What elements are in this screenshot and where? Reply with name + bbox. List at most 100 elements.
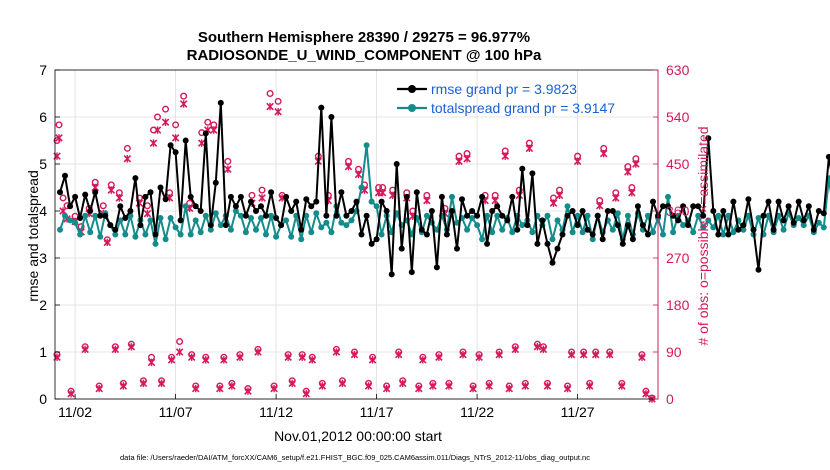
series-point bbox=[217, 99, 224, 106]
series-point bbox=[690, 203, 697, 210]
series-point bbox=[710, 224, 717, 231]
series-point bbox=[343, 212, 350, 219]
series-point bbox=[318, 224, 325, 231]
series-point bbox=[705, 135, 712, 142]
series-point bbox=[192, 217, 199, 224]
series-point bbox=[589, 236, 596, 243]
series-point bbox=[142, 193, 149, 200]
x-axis-label: Nov.01,2012 00:00:00 start bbox=[274, 428, 442, 444]
series-point bbox=[730, 229, 737, 236]
obs-possible-marker bbox=[149, 126, 157, 134]
series-point bbox=[599, 236, 606, 243]
obs-possible-marker bbox=[270, 382, 278, 390]
series-point bbox=[378, 231, 385, 238]
series-point bbox=[308, 203, 315, 210]
obs-possible-marker bbox=[441, 204, 449, 212]
series-point bbox=[323, 212, 330, 219]
series-point bbox=[795, 198, 802, 205]
series-point bbox=[484, 240, 491, 247]
series-point bbox=[333, 212, 340, 219]
series-point bbox=[288, 233, 295, 240]
series-point bbox=[695, 203, 702, 210]
series-point bbox=[137, 222, 144, 229]
series-point bbox=[740, 226, 747, 233]
series-point bbox=[97, 212, 104, 219]
series-point bbox=[650, 198, 656, 205]
series-point bbox=[207, 226, 214, 233]
series-point bbox=[644, 212, 651, 219]
series-point bbox=[685, 222, 692, 229]
series-point bbox=[494, 212, 501, 219]
series-point bbox=[112, 226, 119, 233]
obs-possible-marker bbox=[95, 382, 103, 390]
series-point bbox=[755, 215, 762, 221]
series-point bbox=[172, 149, 179, 156]
series-point bbox=[57, 189, 63, 196]
obs-possible-marker bbox=[176, 338, 184, 346]
obs-possible-marker bbox=[600, 144, 608, 152]
series-point bbox=[142, 231, 149, 238]
y-tick-label-right: 0 bbox=[666, 391, 674, 407]
series-point bbox=[459, 196, 465, 203]
series-point bbox=[670, 212, 677, 219]
obs-possible-marker bbox=[192, 382, 200, 390]
series-point bbox=[87, 229, 94, 236]
obs-possible-marker bbox=[415, 382, 423, 390]
series-point bbox=[283, 193, 290, 200]
series-point bbox=[403, 193, 410, 200]
series-point bbox=[534, 240, 541, 247]
series-point bbox=[725, 231, 732, 238]
obs-assimilated-marker bbox=[171, 134, 180, 142]
y-tick-label-left: 1 bbox=[39, 344, 47, 360]
x-tick-label: 11/12 bbox=[259, 404, 293, 420]
series-point bbox=[418, 226, 425, 233]
series-point bbox=[660, 203, 666, 210]
obs-possible-marker bbox=[168, 353, 176, 361]
series-point bbox=[107, 222, 114, 229]
legend-spread-label: totalspread grand pr = 3.9147 bbox=[431, 100, 615, 116]
series-point bbox=[775, 198, 782, 205]
obs-possible-marker bbox=[266, 89, 274, 97]
series-point bbox=[519, 165, 526, 172]
obs-possible-marker bbox=[642, 387, 650, 395]
series-point bbox=[423, 231, 430, 238]
series-point bbox=[263, 231, 269, 238]
obs-possible-marker bbox=[236, 351, 244, 359]
obs-possible-marker bbox=[274, 97, 282, 105]
series-point bbox=[363, 142, 370, 149]
y-tick-label-left: 0 bbox=[39, 391, 47, 407]
obs-possible-marker bbox=[103, 236, 111, 244]
series-point bbox=[514, 226, 521, 233]
series-point bbox=[785, 203, 792, 210]
obs-possible-marker bbox=[533, 340, 541, 348]
obs-possible-marker bbox=[549, 194, 557, 202]
series-point bbox=[474, 212, 481, 219]
series-point bbox=[132, 175, 139, 182]
series-point bbox=[187, 231, 194, 238]
obs-possible-marker bbox=[210, 121, 218, 129]
obs-possible-marker bbox=[119, 379, 127, 387]
series-point bbox=[248, 215, 254, 221]
obs-possible-marker bbox=[383, 382, 391, 390]
obs-possible-marker bbox=[115, 189, 123, 197]
series-point bbox=[202, 130, 209, 137]
series-point bbox=[454, 245, 460, 252]
obs-possible-marker bbox=[172, 121, 180, 129]
obs-possible-marker bbox=[592, 348, 600, 356]
series-point bbox=[167, 215, 174, 221]
series-point bbox=[358, 231, 365, 238]
obs-possible-marker bbox=[81, 343, 89, 351]
series-point bbox=[665, 193, 671, 200]
series-point bbox=[634, 203, 641, 210]
series-point bbox=[479, 236, 486, 243]
obs-possible-marker bbox=[375, 183, 383, 191]
series-point bbox=[102, 212, 109, 219]
series-point bbox=[609, 208, 616, 214]
series-point bbox=[288, 208, 295, 214]
obs-possible-marker bbox=[612, 189, 620, 197]
series-point bbox=[449, 193, 455, 200]
series-point bbox=[258, 215, 264, 221]
series-point bbox=[438, 193, 445, 200]
series-point bbox=[695, 212, 702, 219]
